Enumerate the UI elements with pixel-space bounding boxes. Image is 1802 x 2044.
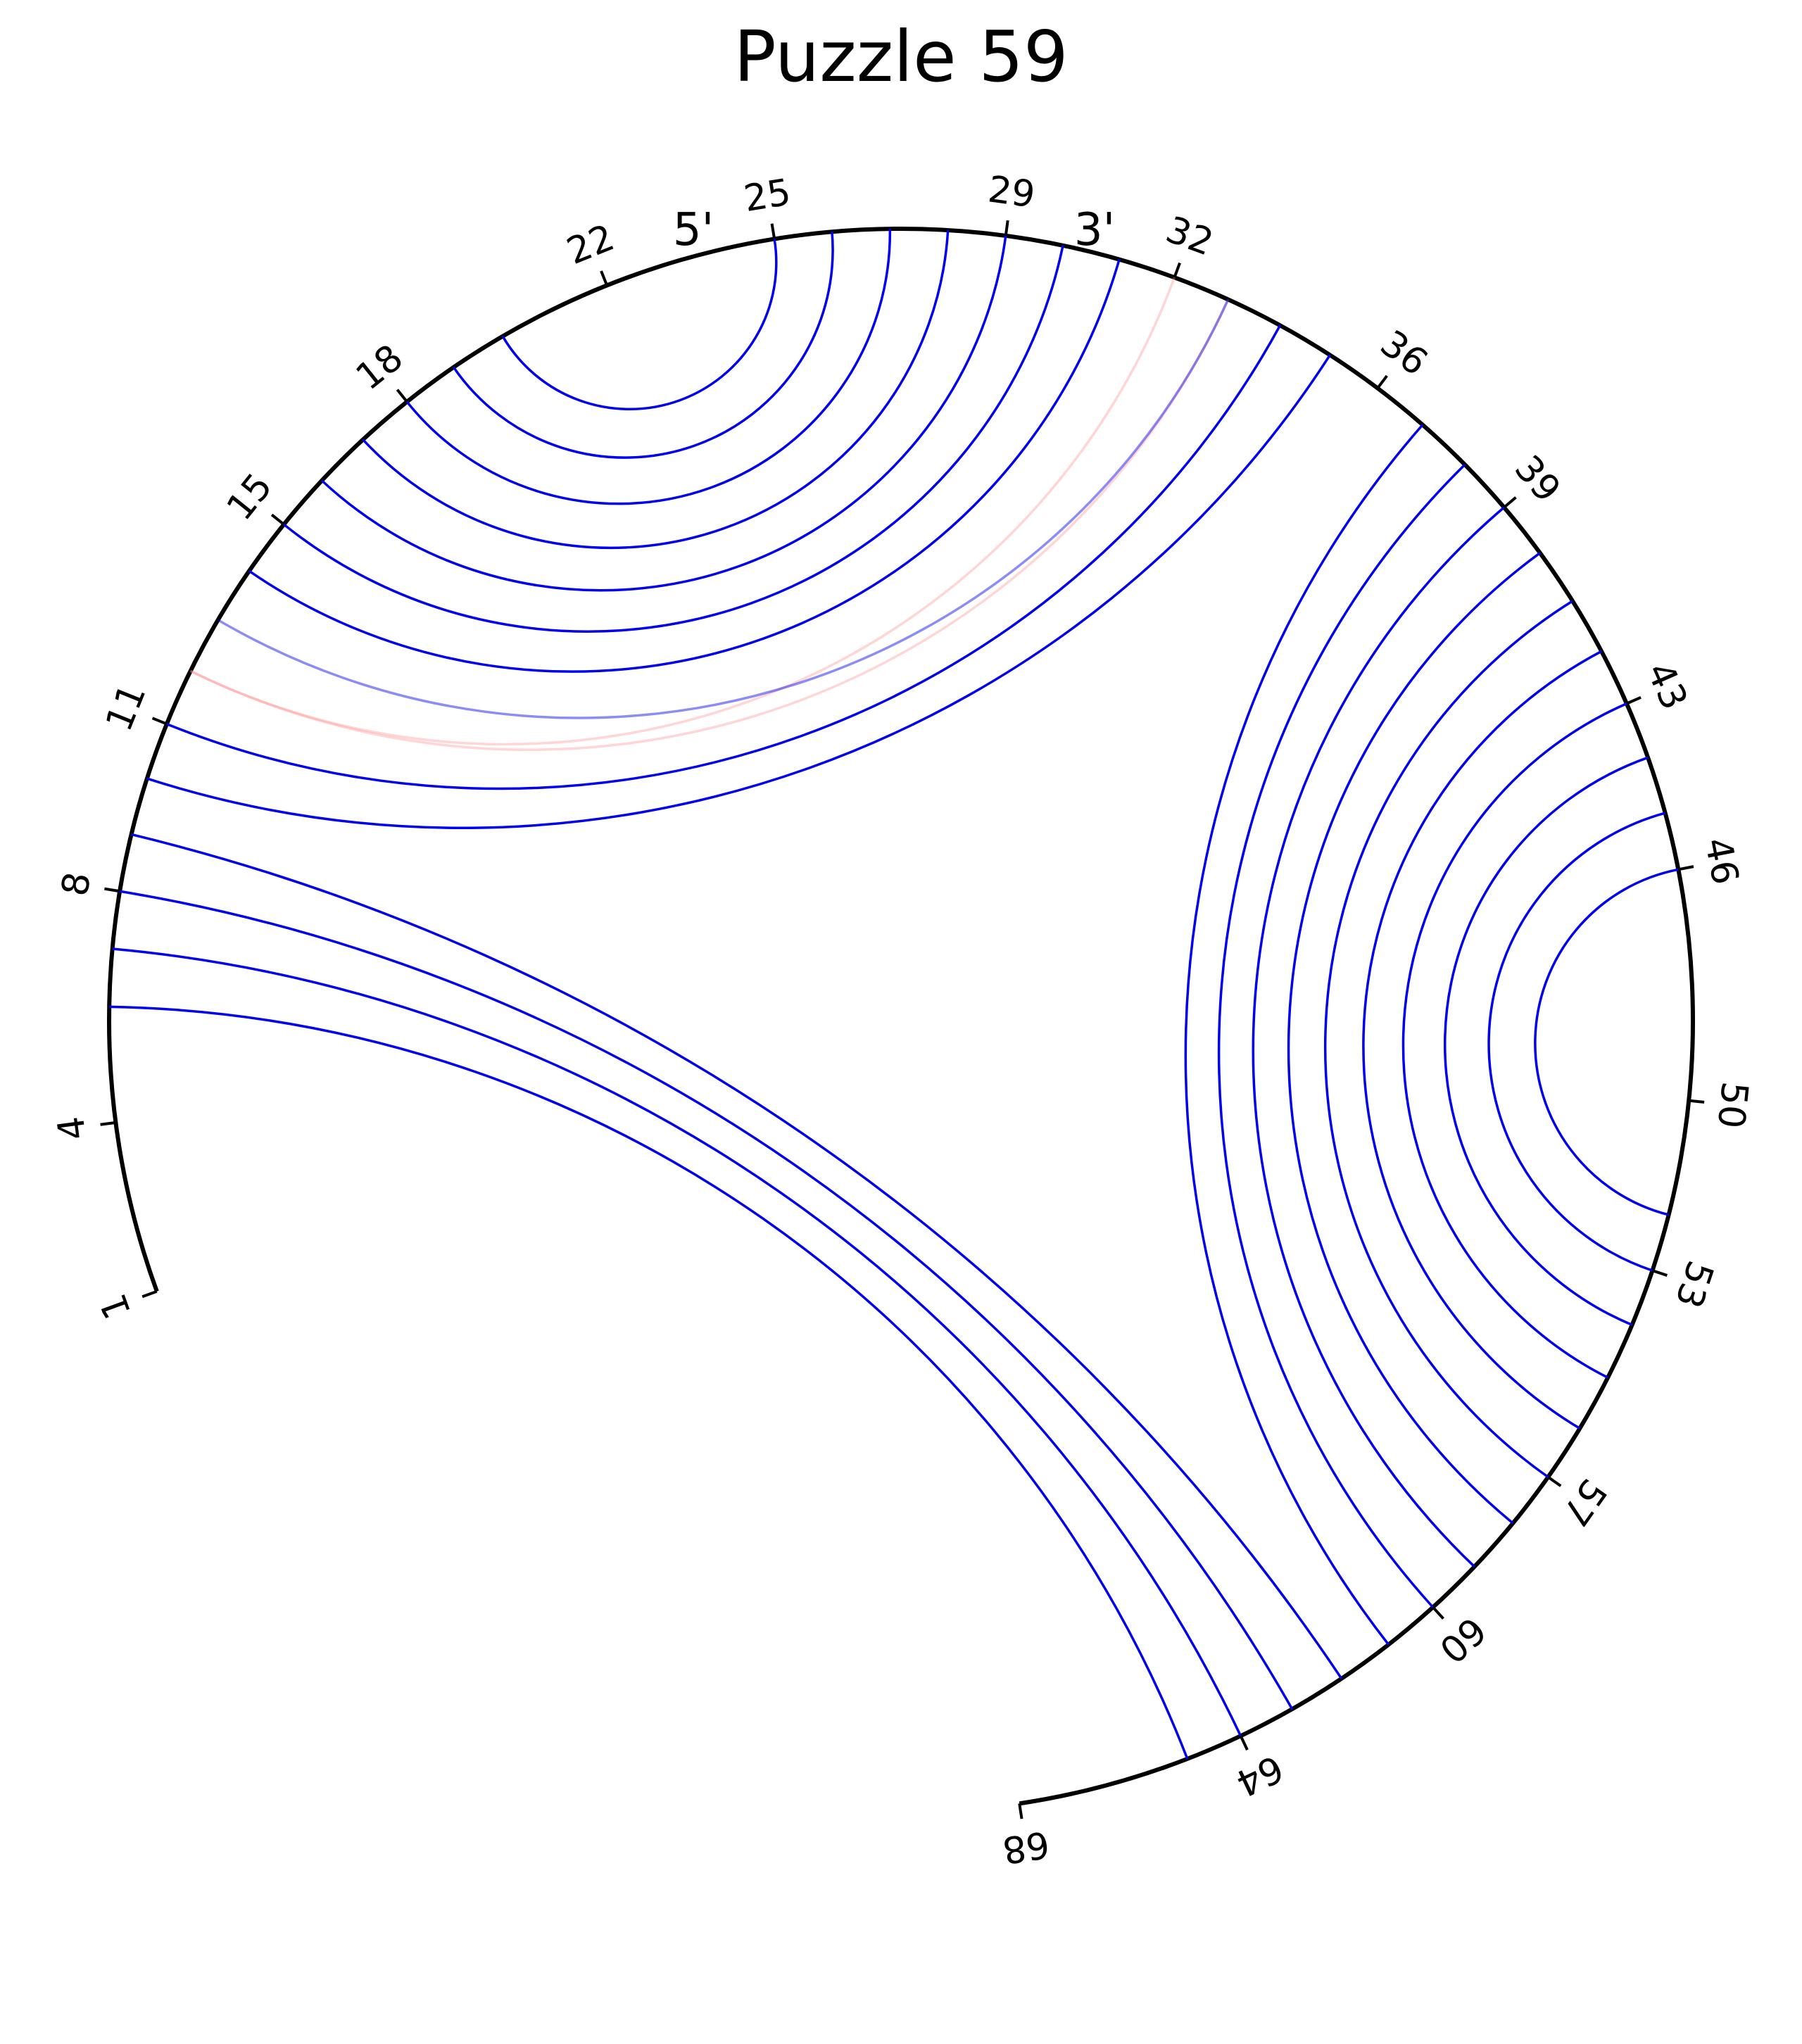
base-pair-arc-39-59 — [1252, 506, 1505, 1568]
tick-mark-32 — [1173, 262, 1181, 278]
position-label-11: 11 — [98, 678, 154, 737]
position-label-25: 25 — [741, 171, 794, 220]
base-pair-arc-8-63 — [119, 890, 1294, 1710]
base-pair-arc-11-34 — [166, 324, 1282, 790]
base-pair-arc-12-32 — [189, 277, 1176, 746]
tick-mark-68 — [1018, 1803, 1023, 1819]
position-label-46: 46 — [1696, 834, 1746, 888]
position-label-57: 57 — [1553, 1471, 1614, 1534]
position-label-36: 36 — [1373, 322, 1435, 384]
base-pair-arc-9-62 — [131, 833, 1343, 1679]
tick-mark-4 — [100, 1121, 116, 1126]
position-label-68: 68 — [1000, 1822, 1052, 1871]
base-pair-arc-19-26 — [452, 232, 834, 459]
position-label-50: 50 — [1709, 1080, 1756, 1130]
base-pair-arc-42-56 — [1362, 650, 1602, 1430]
position-label-29: 29 — [985, 168, 1038, 216]
position-label-60: 60 — [1431, 1608, 1494, 1671]
tick-mark-57 — [1547, 1475, 1562, 1487]
base-pair-arc-38-60 — [1217, 463, 1466, 1608]
tick-mark-46 — [1677, 865, 1694, 871]
position-labels: 1 4 8 11 15 18 22 25 29 32 36 39 43 46 50 53 57 60 64 68 — [50, 168, 1756, 1871]
position-label-18: 18 — [348, 336, 411, 398]
base-pair-arc-12-33 — [189, 298, 1230, 752]
tick-mark-1 — [141, 1289, 158, 1299]
base-pair-arc-16-29 — [321, 235, 1007, 592]
base-pair-arc-7-64 — [112, 947, 1242, 1737]
position-label-8: 8 — [54, 869, 100, 899]
tick-mark-50 — [1689, 1099, 1705, 1104]
base-pair-arc-43-55 — [1401, 702, 1627, 1379]
tick-mark-25 — [770, 223, 776, 239]
base-pair-arc-6-65 — [109, 1005, 1189, 1760]
five-prime-end-label: 5' — [673, 204, 714, 256]
position-label-4: 4 — [50, 1114, 95, 1143]
tick-mark-60 — [1432, 1606, 1444, 1620]
diagram-title: Puzzle 59 — [733, 15, 1068, 98]
base-pair-arc-17-28 — [362, 229, 950, 550]
position-label-22: 22 — [561, 217, 620, 273]
base-pair-arc-44-54 — [1443, 756, 1649, 1326]
position-label-1: 1 — [92, 1288, 140, 1325]
base-pair-arc-40-58 — [1287, 552, 1541, 1525]
tick-mark-8 — [104, 887, 120, 893]
tick-mark-22 — [600, 270, 609, 286]
base-pair-arc-45-53 — [1487, 812, 1666, 1272]
tick-mark-36 — [1376, 374, 1388, 389]
base-pair-arcs — [109, 229, 1679, 1760]
tick-mark-53 — [1651, 1269, 1668, 1277]
tick-mark-18 — [396, 389, 408, 403]
position-label-53: 53 — [1666, 1256, 1721, 1313]
tick-mark-64 — [1239, 1735, 1249, 1750]
base-pair-arc-14-31 — [248, 259, 1121, 673]
tick-mark-15 — [270, 513, 285, 526]
position-label-39: 39 — [1506, 448, 1569, 510]
base-pair-arc-20-25 — [501, 239, 778, 410]
tick-mark-29 — [1004, 220, 1009, 236]
position-label-15: 15 — [219, 466, 281, 529]
base-pair-arc-13-33 — [217, 298, 1230, 719]
base-pair-arc-10-35 — [146, 354, 1331, 829]
sequence-backbone — [107, 227, 1695, 1806]
tick-mark-39 — [1503, 496, 1517, 509]
base-pair-arc-15-30 — [283, 245, 1064, 633]
base-pair-arc-41-57 — [1324, 600, 1573, 1478]
base-pair-arc-46-52 — [1534, 868, 1679, 1216]
position-label-64: 64 — [1229, 1746, 1290, 1805]
tick-mark-11 — [151, 717, 168, 726]
base-pair-arc-18-27 — [405, 229, 892, 505]
tick-mark-43 — [1626, 695, 1642, 705]
base-pair-arc-37-61 — [1184, 424, 1424, 1646]
position-label-43: 43 — [1638, 656, 1695, 716]
position-label-32: 32 — [1160, 208, 1218, 264]
